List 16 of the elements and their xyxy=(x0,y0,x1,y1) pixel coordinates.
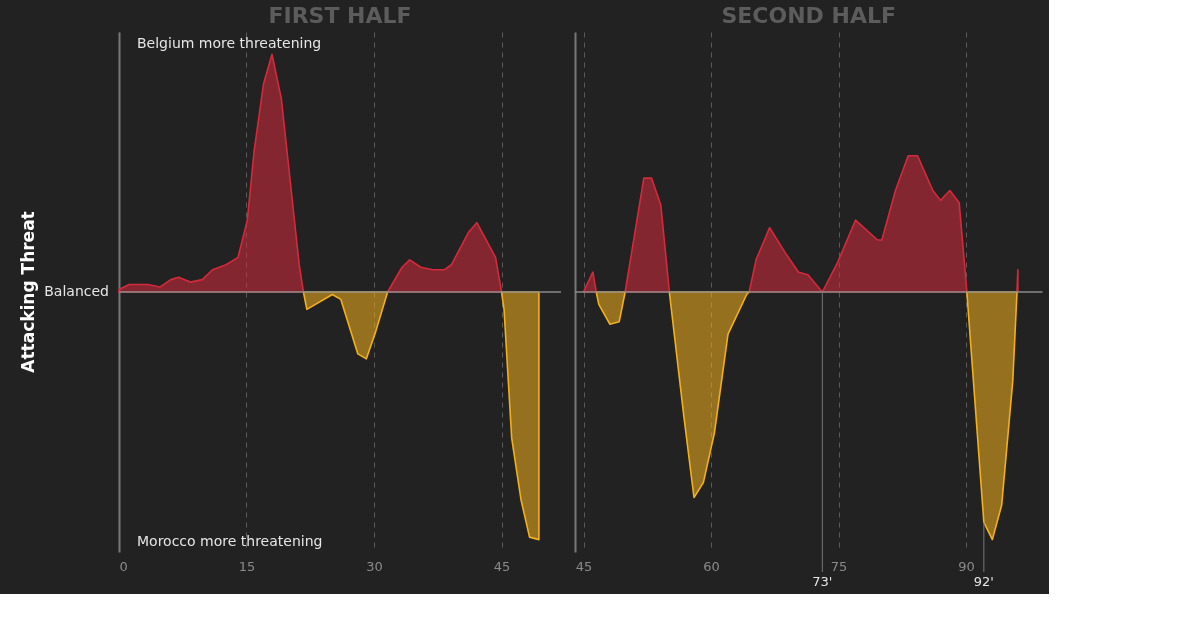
chart-title: SECOND HALF xyxy=(721,3,897,28)
x-tick-label: 0 xyxy=(119,558,128,574)
annotation: 73' xyxy=(812,574,833,589)
chart-title: FIRST HALF xyxy=(268,3,412,28)
x-tick-label: 45 xyxy=(493,558,511,574)
x-tick-label: 75 xyxy=(830,558,848,574)
x-tick-label: 15 xyxy=(238,558,256,574)
text: Belgium more threatening xyxy=(137,35,322,51)
text: Balanced xyxy=(44,283,109,299)
annotation: Morocco more threatening xyxy=(137,533,323,549)
y-axis-title: Attacking Threat xyxy=(18,211,38,373)
x-tick-label: 45 xyxy=(575,558,593,574)
x-tick-label: 60 xyxy=(703,558,720,574)
x-tick-label: 90 xyxy=(958,558,975,574)
annotation: 92' xyxy=(973,574,994,589)
x-tick-label: 30 xyxy=(366,558,383,574)
